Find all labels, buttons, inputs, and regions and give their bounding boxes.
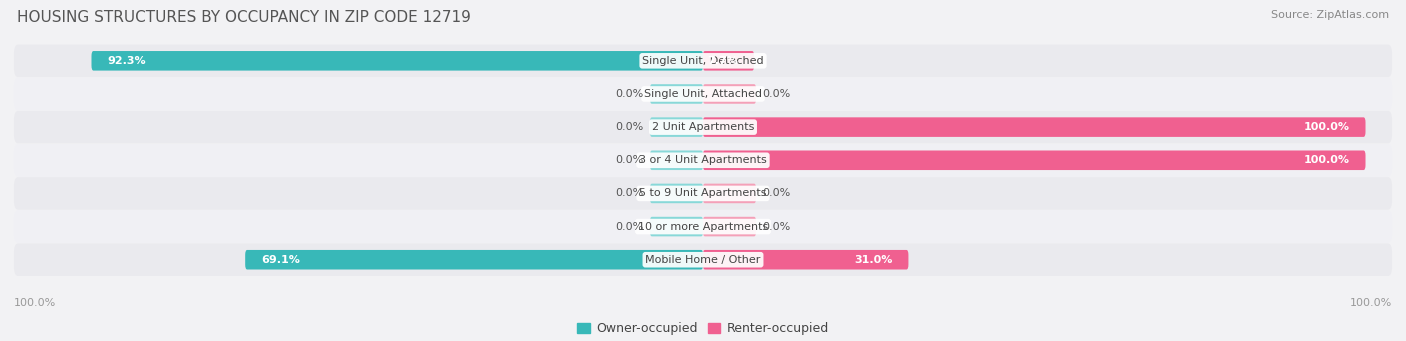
Text: 92.3%: 92.3%	[107, 56, 146, 66]
Text: 0.0%: 0.0%	[616, 222, 644, 232]
FancyBboxPatch shape	[703, 117, 1365, 137]
Text: 0.0%: 0.0%	[616, 189, 644, 198]
FancyBboxPatch shape	[703, 217, 756, 236]
Text: HOUSING STRUCTURES BY OCCUPANCY IN ZIP CODE 12719: HOUSING STRUCTURES BY OCCUPANCY IN ZIP C…	[17, 10, 471, 25]
FancyBboxPatch shape	[91, 51, 703, 71]
Text: Single Unit, Attached: Single Unit, Attached	[644, 89, 762, 99]
Text: 100.0%: 100.0%	[1303, 122, 1350, 132]
FancyBboxPatch shape	[703, 150, 1365, 170]
Text: 10 or more Apartments: 10 or more Apartments	[638, 222, 768, 232]
Text: 100.0%: 100.0%	[1350, 298, 1392, 308]
FancyBboxPatch shape	[14, 144, 1392, 177]
FancyBboxPatch shape	[650, 150, 703, 170]
FancyBboxPatch shape	[703, 84, 756, 104]
FancyBboxPatch shape	[650, 217, 703, 236]
Text: 0.0%: 0.0%	[762, 222, 790, 232]
Text: 3 or 4 Unit Apartments: 3 or 4 Unit Apartments	[640, 155, 766, 165]
FancyBboxPatch shape	[650, 184, 703, 203]
FancyBboxPatch shape	[703, 184, 756, 203]
Text: 100.0%: 100.0%	[14, 298, 56, 308]
FancyBboxPatch shape	[650, 117, 703, 137]
Text: 0.0%: 0.0%	[616, 155, 644, 165]
Text: 0.0%: 0.0%	[762, 189, 790, 198]
FancyBboxPatch shape	[703, 250, 908, 269]
FancyBboxPatch shape	[14, 111, 1392, 143]
FancyBboxPatch shape	[245, 250, 703, 269]
FancyBboxPatch shape	[14, 78, 1392, 110]
FancyBboxPatch shape	[14, 243, 1392, 276]
FancyBboxPatch shape	[703, 51, 754, 71]
FancyBboxPatch shape	[14, 210, 1392, 243]
Text: 2 Unit Apartments: 2 Unit Apartments	[652, 122, 754, 132]
Text: 5 to 9 Unit Apartments: 5 to 9 Unit Apartments	[640, 189, 766, 198]
Text: Mobile Home / Other: Mobile Home / Other	[645, 255, 761, 265]
Text: 0.0%: 0.0%	[616, 89, 644, 99]
Text: 69.1%: 69.1%	[262, 255, 299, 265]
Text: 7.7%: 7.7%	[707, 56, 738, 66]
Text: 100.0%: 100.0%	[1303, 155, 1350, 165]
Text: 0.0%: 0.0%	[762, 89, 790, 99]
Legend: Owner-occupied, Renter-occupied: Owner-occupied, Renter-occupied	[572, 317, 834, 340]
FancyBboxPatch shape	[14, 45, 1392, 77]
FancyBboxPatch shape	[14, 177, 1392, 210]
FancyBboxPatch shape	[650, 84, 703, 104]
Text: Source: ZipAtlas.com: Source: ZipAtlas.com	[1271, 10, 1389, 20]
Text: 0.0%: 0.0%	[616, 122, 644, 132]
Text: Single Unit, Detached: Single Unit, Detached	[643, 56, 763, 66]
Text: 31.0%: 31.0%	[853, 255, 893, 265]
